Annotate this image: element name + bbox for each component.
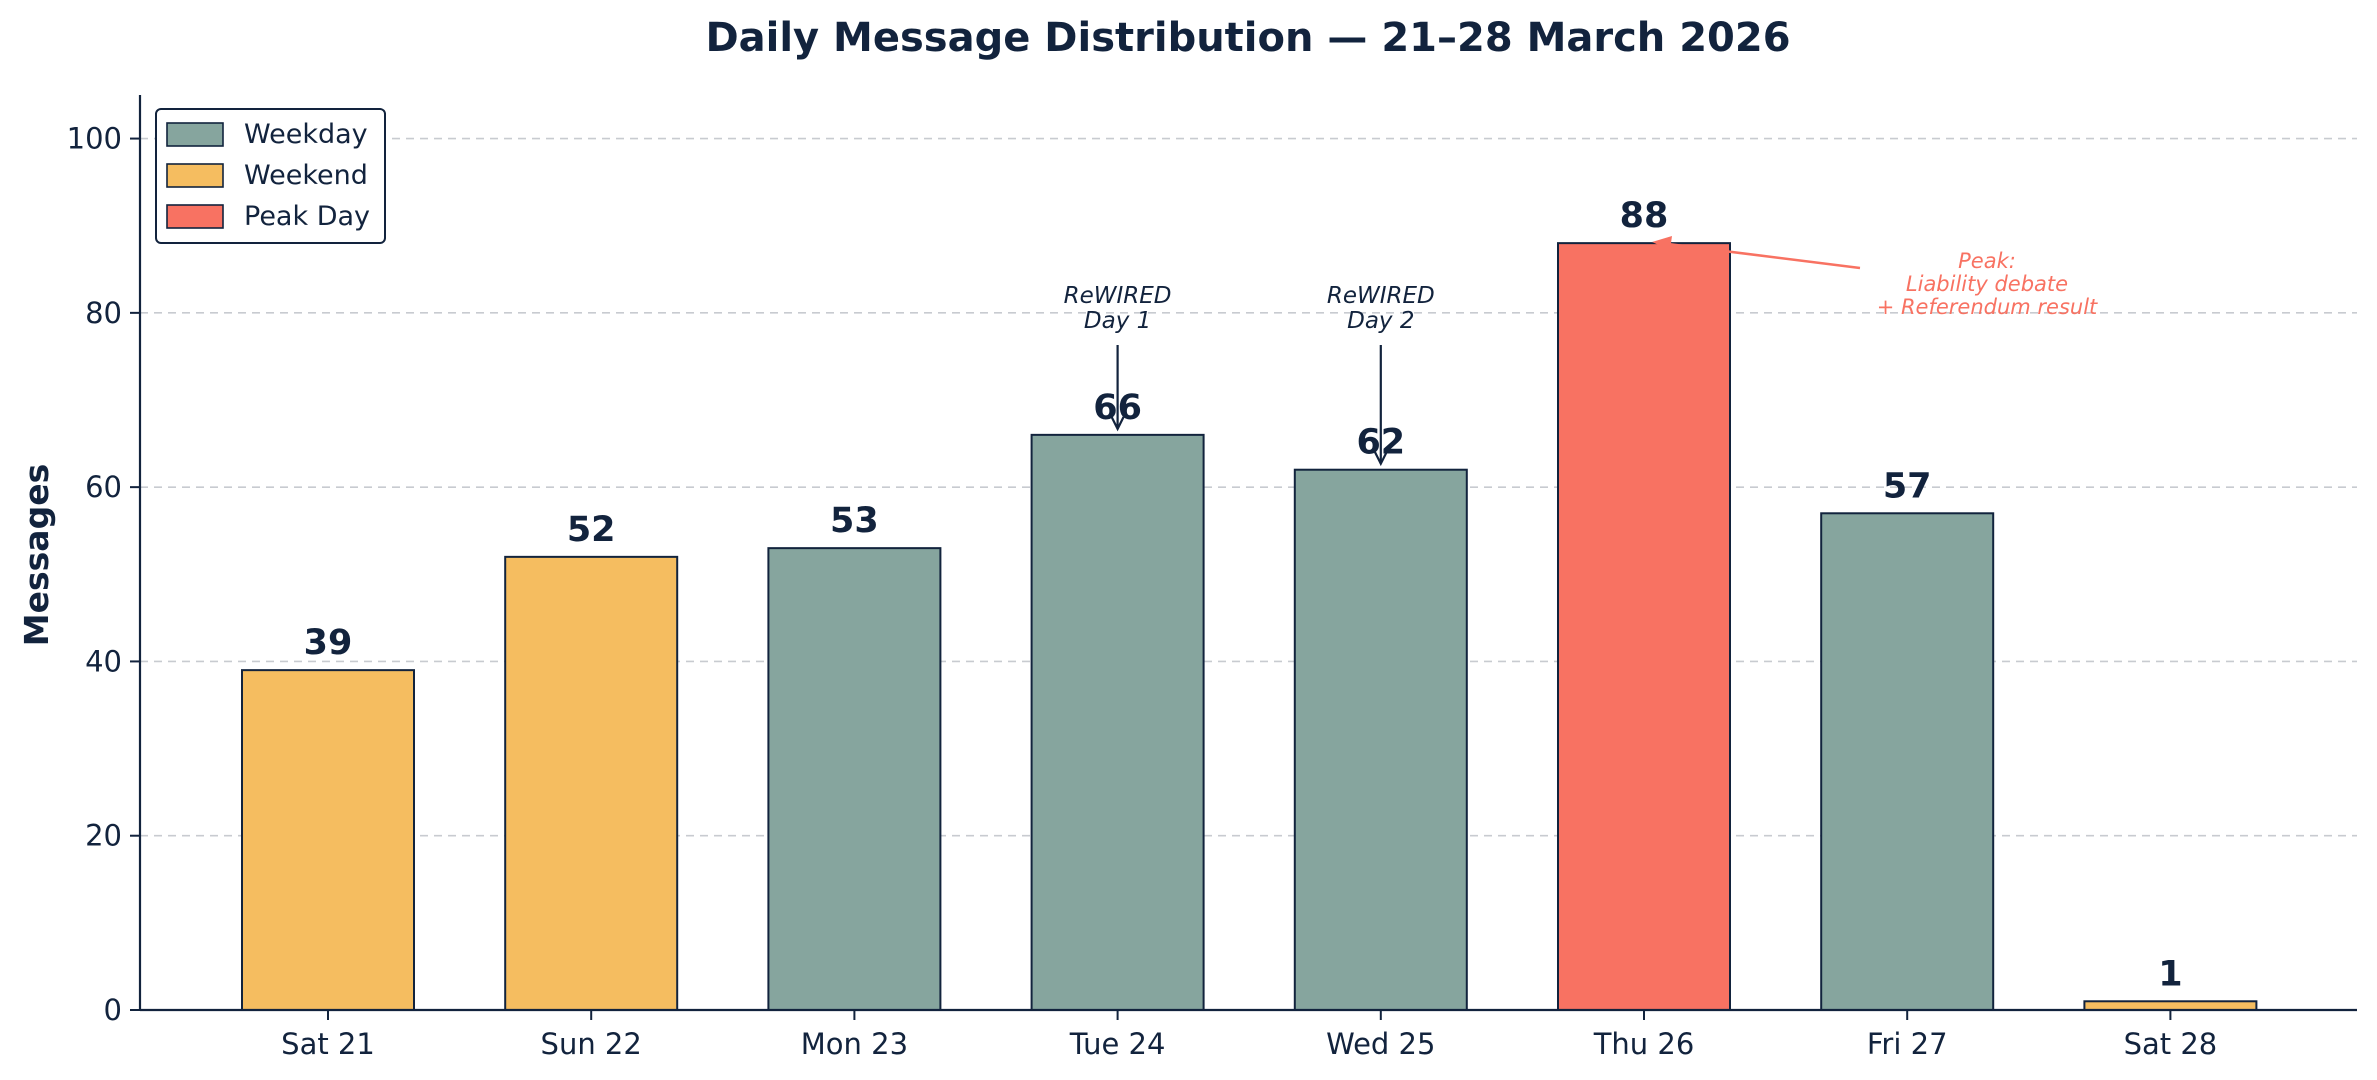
y-tick-label: 20 [85,819,122,853]
bar-tue-24 [1030,433,1205,1012]
annotation-text: ReWIRED [1064,283,1172,309]
value-label: 88 [1620,196,1669,236]
annotation-peak-arrowhead [1652,236,1672,250]
x-tick-label: Sat 21 [281,1027,375,1061]
x-tick-label: Mon 23 [801,1027,908,1061]
value-label: 1 [2158,954,2182,994]
value-label: 57 [1883,466,1932,506]
bar-thu-26 [1557,242,1731,1011]
legend-label-weekday: Weekday [244,119,368,150]
x-tick-label: Tue 24 [1069,1027,1166,1061]
bar-fri-27 [1820,512,1995,1011]
annotation-peak-text: + Referendum result [1877,295,2098,319]
y-tick-label: 60 [85,470,122,504]
legend-swatch-weekday [166,122,224,147]
annotation-text: ReWIRED [1327,283,1435,309]
bar-mon-23 [767,547,942,1012]
legend-label-peak-day: Peak Day [244,201,370,232]
bar-sat-28 [2083,1000,2258,1011]
annotation-text: Day 2 [1347,308,1414,334]
x-tick-label: Thu 26 [1593,1027,1695,1061]
legend-label-weekend: Weekend [244,160,368,191]
gridlines [140,137,2357,837]
x-tick-label: Sun 22 [541,1027,642,1061]
y-ticks: 0 20 40 60 80 100 [67,122,140,1027]
x-tick-label: Wed 25 [1326,1027,1435,1061]
y-tick-label: 40 [85,644,122,678]
bar-sat-21 [241,669,415,1012]
annotation-peak-arrow [1667,242,1861,270]
bar-sun-22 [504,555,679,1011]
y-tick-label: 100 [67,122,122,156]
x-ticks: Sat 21 Sun 22 Mon 23 Tue 24 Wed 25 Thu 26 Fri … [281,1010,2217,1061]
annotation-arrowhead [1110,416,1125,432]
x-tick-label: Sat 28 [2124,1027,2218,1061]
value-label: 52 [567,510,616,550]
y-tick-label: 80 [85,296,122,330]
legend-swatch-weekend [166,163,224,188]
bars [241,242,2258,1012]
annotation-arrowhead [1373,451,1388,467]
annotation-peak-text: Peak: [1958,249,2016,273]
annotation-peak-text: Liability debate [1906,272,2068,296]
annotation-text: Day 1 [1084,308,1151,334]
value-label: 53 [830,501,879,541]
y-tick-label: 0 [104,993,122,1027]
axes [138,95,2357,1012]
x-tick-label: Fri 27 [1867,1027,1948,1061]
chart-title: Daily Message Distribution — 21–28 March… [705,15,1790,61]
y-axis-label: Messages [17,464,56,646]
legend: Weekday Weekend Peak Day [155,108,386,244]
bar-wed-25 [1293,468,1468,1011]
value-label: 39 [304,623,353,663]
legend-swatch-peak-day [166,204,224,229]
